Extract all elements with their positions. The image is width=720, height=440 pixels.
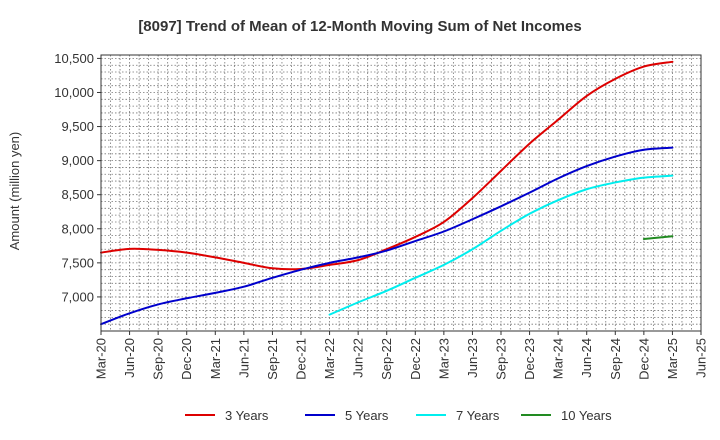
x-tick-label: Sep-22 (379, 338, 394, 380)
x-tick-label: Jun-20 (122, 338, 137, 378)
x-tick-label: Jun-22 (351, 338, 366, 378)
x-tick-label: Dec-23 (522, 338, 537, 380)
x-tick-label: Dec-20 (179, 338, 194, 380)
x-tick-label: Sep-24 (608, 338, 623, 380)
x-tick-labels: Mar-20 Jun-20 Sep-20 Dec-20 Mar-21 Jun-21 Sep-… (94, 331, 709, 380)
x-tick-label: Jun-21 (236, 338, 251, 378)
series-line-5-years (100, 146, 674, 326)
y-tick-label: 7,000 (61, 289, 94, 304)
y-tick-label: 10,000 (54, 85, 94, 100)
x-tick-label: Jun-23 (465, 338, 480, 378)
series-lines (100, 60, 674, 326)
legend-label: 7 Years (456, 408, 500, 423)
x-tick-label: Dec-22 (408, 338, 423, 380)
plot-area (101, 55, 701, 331)
x-tick-label: Dec-21 (294, 338, 309, 380)
x-tick-label: Mar-25 (665, 338, 680, 379)
y-tick-label: 10,500 (54, 51, 94, 66)
series-line-3-years (100, 60, 674, 271)
x-tick-label: Mar-20 (94, 338, 109, 379)
x-tick-label: Mar-21 (208, 338, 223, 379)
x-tick-label: Sep-23 (494, 338, 509, 380)
y-axis-label: Amount (million yen) (7, 132, 22, 251)
legend-label: 3 Years (225, 408, 269, 423)
legend: 3 Years 5 Years 7 Years 10 Years (185, 408, 612, 423)
series-line-7-years (328, 174, 674, 316)
x-tick-label: Sep-20 (151, 338, 166, 380)
x-tick-label: Dec-24 (636, 338, 651, 380)
x-tick-label: Mar-22 (322, 338, 337, 379)
y-tick-label: 9,500 (61, 119, 94, 134)
legend-label: 10 Years (561, 408, 612, 423)
y-tick-label: 8,500 (61, 187, 94, 202)
x-tick-label: Mar-24 (551, 338, 566, 379)
x-tick-label: Sep-21 (265, 338, 280, 380)
grid (100, 55, 702, 332)
y-tick-label: 9,000 (61, 153, 94, 168)
chart-title: [8097] Trend of Mean of 12-Month Moving … (138, 18, 581, 35)
y-tick-label: 7,500 (61, 255, 94, 270)
legend-label: 5 Years (345, 408, 389, 423)
plot-border (100, 54, 702, 332)
x-tick-label: Mar-23 (436, 338, 451, 379)
y-tick-label: 8,000 (61, 221, 94, 236)
x-tick-label: Jun-25 (694, 338, 709, 378)
x-tick-label: Jun-24 (579, 338, 594, 378)
series-line-10-years (642, 235, 674, 240)
y-tick-labels: 7,000 7,500 8,000 8,500 9,000 9,500 10,000 10,5… (54, 51, 101, 304)
